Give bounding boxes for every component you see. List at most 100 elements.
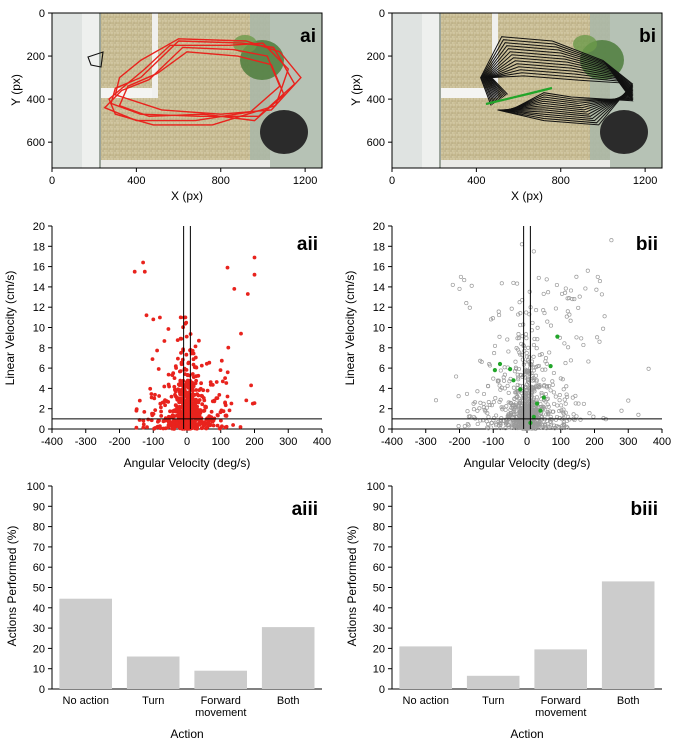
data-point-green <box>535 402 539 406</box>
x-tick-label: 0 <box>524 436 530 448</box>
data-point <box>141 426 145 430</box>
y-tick-label: 10 <box>373 323 385 335</box>
data-point <box>502 379 505 382</box>
data-point-green <box>493 368 497 372</box>
data-point <box>185 353 189 357</box>
data-point <box>228 409 232 413</box>
data-point-green <box>549 364 553 368</box>
data-point <box>566 346 569 349</box>
data-point <box>174 366 178 370</box>
y-tick-label: 20 <box>33 643 45 655</box>
y-tick-label: 100 <box>27 481 45 493</box>
data-point <box>225 425 229 429</box>
x-tick-label: 0 <box>389 175 395 187</box>
data-point <box>151 357 155 361</box>
data-point <box>145 425 149 429</box>
y-tick-label: 10 <box>373 664 385 676</box>
data-point <box>459 275 462 278</box>
data-point <box>186 421 190 425</box>
x-category-label: Forward <box>201 695 241 707</box>
data-point <box>146 418 150 422</box>
data-point <box>184 413 188 417</box>
data-point <box>174 390 178 394</box>
y-tick-label: 4 <box>39 383 45 395</box>
data-point <box>191 372 195 376</box>
data-point <box>142 423 146 427</box>
x-category-label: Both <box>617 695 640 707</box>
data-point <box>542 292 545 295</box>
x-tick-label: -200 <box>108 436 130 448</box>
data-point <box>239 332 243 336</box>
data-point <box>155 349 159 353</box>
data-point <box>163 419 167 423</box>
data-point <box>468 306 471 309</box>
data-point <box>178 424 182 428</box>
bar <box>262 627 315 689</box>
data-point <box>497 313 500 316</box>
data-point <box>472 408 475 411</box>
bar <box>399 646 452 689</box>
data-point <box>552 371 555 374</box>
data-point <box>592 415 595 418</box>
data-point <box>510 307 513 310</box>
data-point <box>138 399 142 403</box>
data-point <box>157 367 161 371</box>
data-point <box>596 275 599 278</box>
data-point <box>157 394 161 398</box>
x-tick-label: -100 <box>142 436 164 448</box>
data-point <box>206 421 210 425</box>
scatter-points-bii <box>434 239 650 431</box>
data-point <box>135 409 139 413</box>
photo-shelf <box>100 88 158 98</box>
data-point <box>158 424 162 428</box>
data-point <box>253 273 257 277</box>
panel-aiii-bar: Action Actions Performed (%) aiii 010203… <box>5 481 322 741</box>
data-point <box>564 287 567 290</box>
data-point <box>224 381 228 385</box>
data-point <box>543 311 546 314</box>
data-point <box>569 319 572 322</box>
data-point <box>216 396 220 400</box>
data-point <box>159 414 163 418</box>
data-point <box>526 346 529 349</box>
data-point <box>220 359 224 363</box>
y-tick-label: 50 <box>33 583 45 595</box>
data-point <box>482 392 485 395</box>
data-point <box>194 388 198 392</box>
y-tick-label: 40 <box>33 603 45 615</box>
data-point <box>249 384 253 388</box>
y-tick-label: 0 <box>39 424 45 436</box>
data-point <box>178 383 182 387</box>
data-point <box>555 283 558 286</box>
data-point <box>220 424 224 428</box>
y-tick-label: 2 <box>379 404 385 416</box>
y-tick-label: 90 <box>33 501 45 513</box>
y-tick-label: 6 <box>39 363 45 375</box>
data-point <box>552 391 555 394</box>
data-point <box>603 315 606 318</box>
x-tick-label: 200 <box>585 436 603 448</box>
y-tick-label: 200 <box>27 51 45 63</box>
data-point <box>230 402 234 406</box>
data-point <box>476 422 479 425</box>
data-point <box>170 373 174 377</box>
data-point <box>174 403 178 407</box>
data-point <box>577 306 580 309</box>
aquarium-photo-bi <box>392 13 662 168</box>
data-point <box>133 270 137 274</box>
data-point <box>487 415 490 418</box>
data-point <box>512 281 515 284</box>
data-point <box>173 393 177 397</box>
data-point <box>205 362 209 366</box>
data-point <box>497 310 500 313</box>
y-tick-label: 0 <box>379 424 385 436</box>
x-tick-label: 800 <box>212 175 230 187</box>
data-point <box>595 336 598 339</box>
y-tick-label: 600 <box>27 137 45 149</box>
data-point <box>152 427 156 431</box>
x-category-label: Turn <box>482 695 504 707</box>
y-tick-label: 40 <box>373 603 385 615</box>
data-point <box>534 308 537 311</box>
data-point <box>246 292 250 296</box>
data-point <box>525 337 528 340</box>
